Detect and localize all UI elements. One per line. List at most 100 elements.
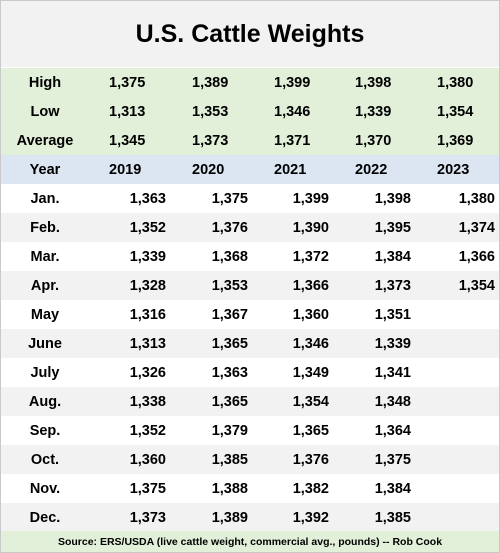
summary-value: 1,345: [109, 132, 146, 149]
summary-value: 1,398: [355, 74, 392, 91]
summary-value: 1,389: [192, 74, 229, 91]
month-value: 1,363: [129, 190, 166, 207]
summary-value: 1,370: [355, 132, 392, 149]
month-value: 1,354: [458, 277, 495, 294]
month-row-jan: Jan. 1,363 1,375 1,399 1,398 1,380: [1, 184, 499, 213]
month-value: 1,365: [292, 422, 329, 439]
month-value: 1,380: [458, 190, 495, 207]
month-value: 1,399: [292, 190, 329, 207]
month-value: 1,363: [211, 364, 248, 381]
month-row-aug: Aug. 1,338 1,365 1,354 1,348: [1, 387, 499, 416]
month-value: 1,353: [211, 277, 248, 294]
month-value: 1,392: [292, 509, 329, 526]
year-header-cell: 2023: [437, 161, 470, 178]
month-row-apr: Apr. 1,328 1,353 1,366 1,373 1,354: [1, 271, 499, 300]
month-value: 1,367: [211, 306, 248, 323]
month-value: 1,349: [292, 364, 329, 381]
month-value: 1,395: [374, 219, 411, 236]
month-value: 1,360: [292, 306, 329, 323]
row-label: Nov.: [29, 480, 61, 497]
month-value: 1,338: [129, 393, 166, 410]
month-row-oct: Oct. 1,360 1,385 1,376 1,375: [1, 445, 499, 474]
year-header-cell: 2021: [274, 161, 307, 178]
month-value: 1,382: [292, 480, 329, 497]
row-label: Feb.: [30, 219, 60, 236]
month-value: 1,385: [211, 451, 248, 468]
summary-value: 1,371: [274, 132, 311, 149]
row-label: Apr.: [30, 277, 60, 294]
month-row-dec: Dec. 1,373 1,389 1,392 1,385: [1, 503, 499, 532]
month-value: 1,364: [374, 422, 411, 439]
month-row-may: May 1,316 1,367 1,360 1,351: [1, 300, 499, 329]
month-value: 1,368: [211, 248, 248, 265]
month-value: 1,352: [129, 219, 166, 236]
row-label: Oct.: [30, 451, 60, 468]
month-value: 1,375: [129, 480, 166, 497]
summary-row-low: Low 1,313 1,353 1,346 1,339 1,354: [1, 97, 499, 126]
month-value: 1,339: [374, 335, 411, 352]
summary-value: 1,369: [437, 132, 474, 149]
summary-value: 1,375: [109, 74, 146, 91]
month-value: 1,373: [129, 509, 166, 526]
month-value: 1,388: [211, 480, 248, 497]
row-label: June: [28, 335, 62, 352]
month-value: 1,339: [129, 248, 166, 265]
month-value: 1,351: [374, 306, 411, 323]
row-label: Jan.: [30, 190, 60, 207]
month-value: 1,360: [129, 451, 166, 468]
summary-row-high: High 1,375 1,389 1,399 1,398 1,380: [1, 68, 499, 97]
summary-value: 1,373: [192, 132, 229, 149]
month-value: 1,379: [211, 422, 248, 439]
table-title: U.S. Cattle Weights: [1, 1, 499, 67]
month-value: 1,375: [374, 451, 411, 468]
row-label: Average: [16, 132, 74, 149]
month-value: 1,346: [292, 335, 329, 352]
month-value: 1,328: [129, 277, 166, 294]
month-row-nov: Nov. 1,375 1,388 1,382 1,384: [1, 474, 499, 503]
month-value: 1,365: [211, 335, 248, 352]
month-value: 1,352: [129, 422, 166, 439]
month-value: 1,376: [292, 451, 329, 468]
month-value: 1,316: [129, 306, 166, 323]
month-value: 1,389: [211, 509, 248, 526]
summary-value: 1,354: [437, 103, 474, 120]
row-label: High: [28, 74, 62, 91]
row-label: Dec.: [29, 509, 61, 526]
summary-value: 1,399: [274, 74, 311, 91]
year-header-row: Year 2019 2020 2021 2022 2023: [1, 155, 499, 184]
month-row-june: June 1,313 1,365 1,346 1,339: [1, 329, 499, 358]
month-value: 1,341: [374, 364, 411, 381]
row-label: Year: [29, 161, 61, 178]
row-label: Mar.: [30, 248, 60, 265]
summary-value: 1,353: [192, 103, 229, 120]
year-header-cell: 2022: [355, 161, 388, 178]
month-value: 1,313: [129, 335, 166, 352]
month-value: 1,365: [211, 393, 248, 410]
month-row-feb: Feb. 1,352 1,376 1,390 1,395 1,374: [1, 213, 499, 242]
month-value: 1,375: [211, 190, 248, 207]
row-label: Low: [30, 103, 60, 120]
summary-value: 1,339: [355, 103, 392, 120]
month-value: 1,376: [211, 219, 248, 236]
month-value: 1,326: [129, 364, 166, 381]
year-header-cell: 2019: [109, 161, 142, 178]
summary-row-average: Average 1,345 1,373 1,371 1,370 1,369: [1, 126, 499, 155]
month-value: 1,372: [292, 248, 329, 265]
month-value: 1,384: [374, 480, 411, 497]
row-label: Aug.: [28, 393, 62, 410]
summary-value: 1,313: [109, 103, 146, 120]
month-row-mar: Mar. 1,339 1,368 1,372 1,384 1,366: [1, 242, 499, 271]
month-value: 1,398: [374, 190, 411, 207]
month-value: 1,385: [374, 509, 411, 526]
month-value: 1,366: [292, 277, 329, 294]
month-value: 1,354: [292, 393, 329, 410]
row-label: July: [30, 364, 60, 381]
month-value: 1,374: [458, 219, 495, 236]
month-row-sep: Sep. 1,352 1,379 1,365 1,364: [1, 416, 499, 445]
month-value: 1,366: [458, 248, 495, 265]
year-header-cell: 2020: [192, 161, 225, 178]
row-label: Sep.: [29, 422, 61, 439]
month-row-july: July 1,326 1,363 1,349 1,341: [1, 358, 499, 387]
summary-value: 1,346: [274, 103, 311, 120]
